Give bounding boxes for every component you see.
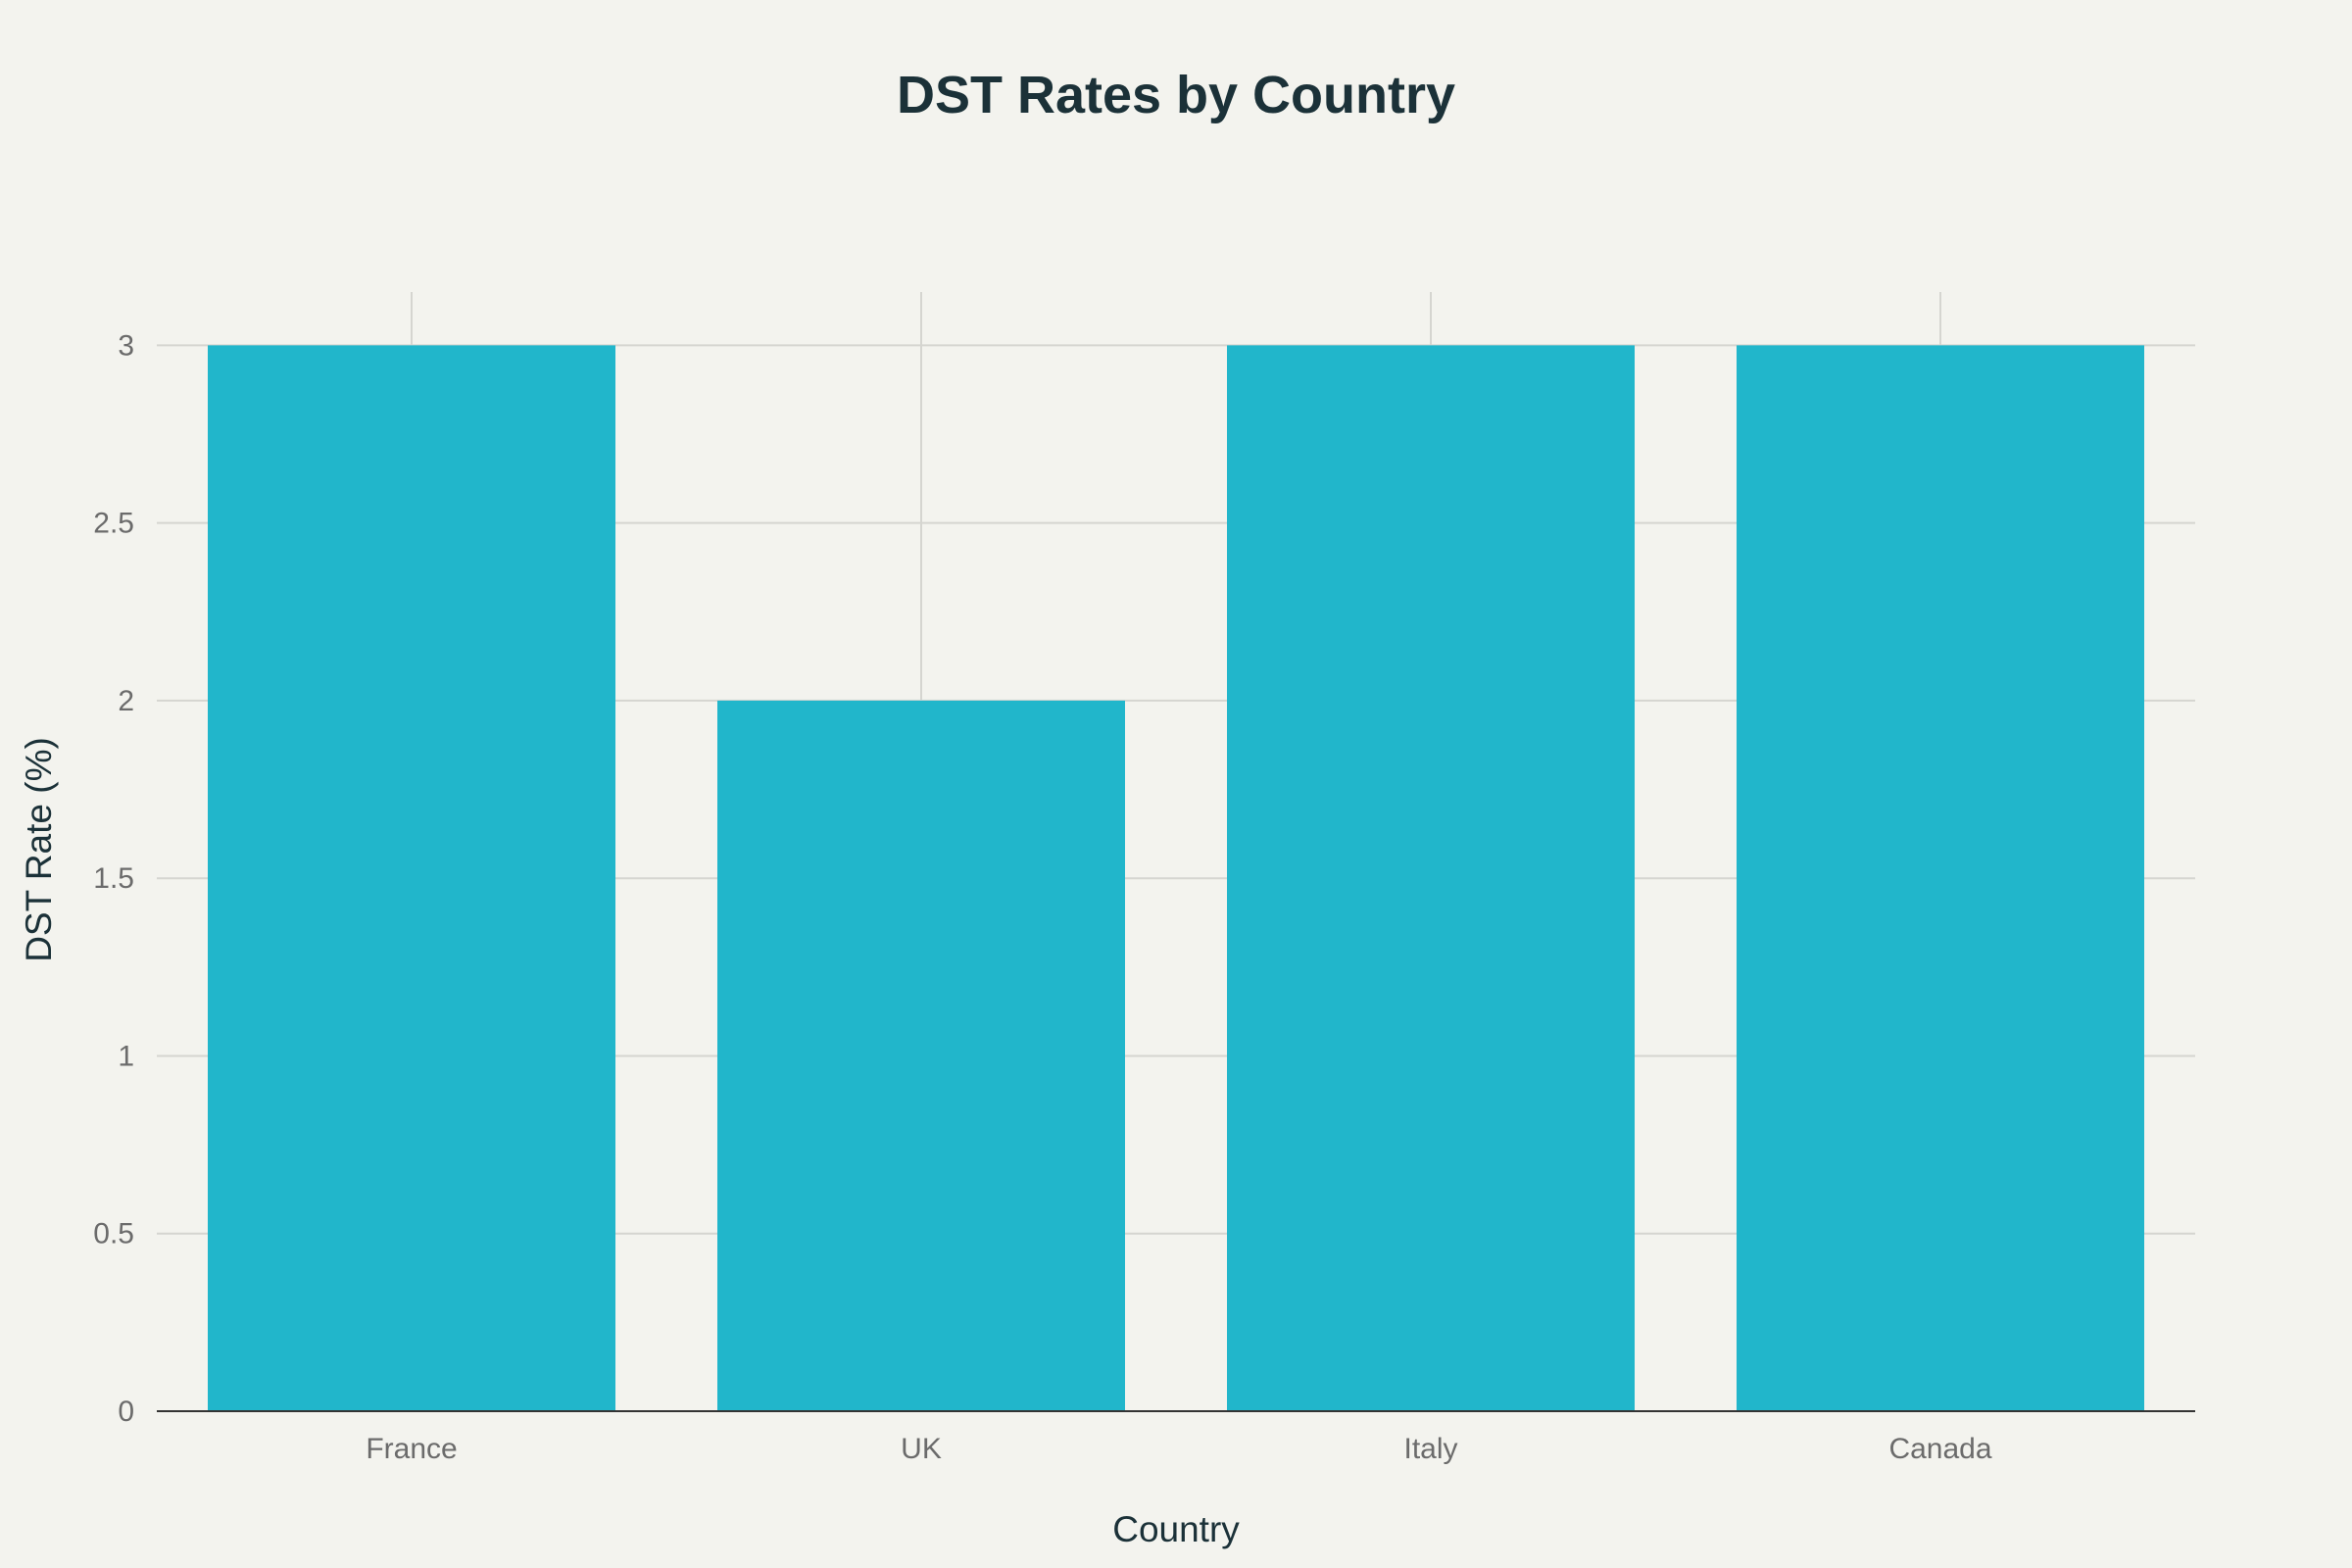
x-tick-label: Italy (1403, 1433, 1457, 1465)
chart-title: DST Rates by Country (897, 66, 1455, 124)
bar-italy (1227, 345, 1635, 1411)
y-tick-label: 0 (118, 1396, 134, 1428)
y-tick-label: 1.5 (93, 862, 134, 895)
y-tick-label: 0.5 (93, 1218, 134, 1250)
bar-canada (1737, 345, 2144, 1411)
y-tick-label: 1 (118, 1040, 134, 1072)
y-tick-label: 3 (118, 329, 134, 362)
x-tick-label: France (366, 1433, 457, 1465)
x-tick-label: Canada (1888, 1433, 1991, 1465)
y-tick-label: 2.5 (93, 508, 134, 540)
x-tick-label: UK (901, 1433, 942, 1465)
ticks-layer: 0 0.5 1 1.5 2 2.5 3 France UK Italy Canada (93, 329, 1992, 1465)
y-axis-title: DST Rate (%) (19, 737, 59, 962)
bar-france (208, 345, 615, 1411)
bar-uk (717, 700, 1125, 1411)
y-tick-label: 2 (118, 685, 134, 717)
x-axis-title: Country (1112, 1509, 1240, 1549)
bars-layer (208, 345, 2144, 1411)
